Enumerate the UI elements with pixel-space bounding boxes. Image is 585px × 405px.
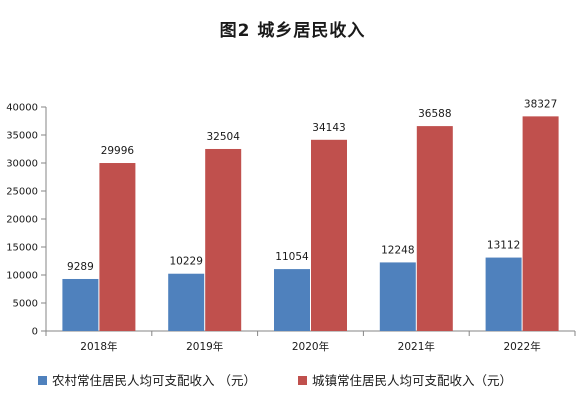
y-tick-label: 25000 (6, 187, 38, 198)
x-tick-label: 2022年 (503, 340, 540, 353)
x-tick-label: 2018年 (80, 340, 117, 353)
y-tick-label: 35000 (6, 131, 38, 142)
bar-urban (99, 163, 136, 331)
legend-swatch-rural (38, 376, 47, 385)
x-tick-label: 2019年 (186, 340, 223, 353)
legend-swatch-urban (298, 376, 307, 385)
bar-urban (205, 148, 242, 331)
legend-label-rural: 农村常住居民人均可支配收入 （元） (52, 373, 256, 388)
y-tick-label: 5000 (13, 299, 38, 310)
data-label: 13112 (487, 240, 520, 252)
bar-rural (485, 257, 522, 331)
data-label: 11054 (275, 251, 309, 263)
y-tick-label: 20000 (6, 215, 38, 226)
data-label: 12248 (381, 244, 414, 256)
y-tick-label: 10000 (6, 271, 38, 282)
data-label: 38327 (524, 98, 557, 110)
y-tick-label: 40000 (6, 103, 38, 114)
bar-urban (311, 139, 347, 331)
bar-rural (274, 269, 310, 331)
chart-title: 图2 城乡居民收入 (219, 21, 366, 41)
x-tick-label: 2020年 (292, 340, 329, 353)
bar-rural (379, 262, 416, 331)
data-label: 9289 (67, 261, 94, 273)
y-tick-label: 30000 (6, 159, 38, 170)
y-tick-label: 15000 (6, 243, 38, 254)
x-tick-label: 2021年 (398, 340, 435, 353)
data-label: 32504 (206, 131, 240, 143)
bar-urban (522, 116, 559, 331)
data-label: 36588 (418, 108, 451, 120)
data-label: 29996 (101, 145, 135, 157)
bar-urban (416, 126, 453, 331)
data-label: 10229 (169, 256, 202, 268)
legend-label-urban: 城镇常住居民人均可支配收入（元） (312, 373, 512, 388)
data-label: 34143 (312, 122, 345, 134)
bar-rural (168, 273, 205, 331)
y-tick-label: 0 (32, 327, 38, 338)
bar-rural (62, 278, 99, 331)
